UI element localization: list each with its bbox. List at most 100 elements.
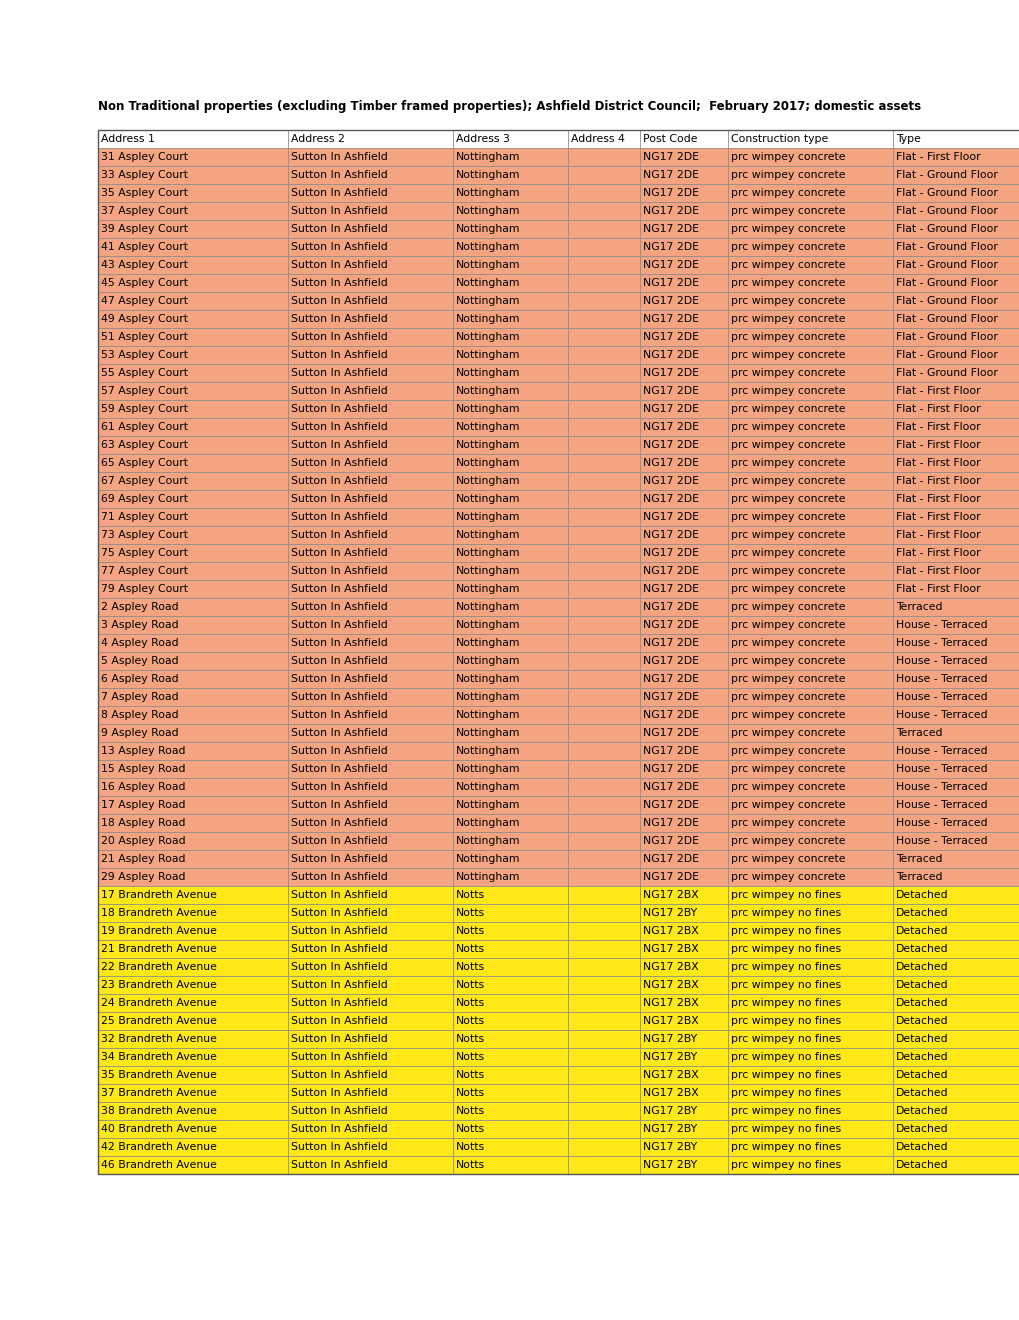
Bar <box>568 166 639 183</box>
Bar <box>98 634 287 652</box>
Text: Nottingham: Nottingham <box>455 242 520 252</box>
Bar <box>568 202 639 220</box>
Bar <box>98 706 287 723</box>
Bar <box>892 796 1019 814</box>
Text: prc wimpey concrete: prc wimpey concrete <box>731 836 845 846</box>
Text: Post Code: Post Code <box>642 135 697 144</box>
Text: Sutton In Ashfield: Sutton In Ashfield <box>290 187 387 198</box>
Bar <box>98 129 287 148</box>
Bar <box>892 508 1019 525</box>
Bar <box>639 508 728 525</box>
Text: prc wimpey no fines: prc wimpey no fines <box>731 944 841 954</box>
Text: Flat - Ground Floor: Flat - Ground Floor <box>895 260 997 271</box>
Text: prc wimpey concrete: prc wimpey concrete <box>731 170 845 180</box>
Bar <box>287 994 452 1012</box>
Text: Nottingham: Nottingham <box>455 494 520 504</box>
Text: 6 Aspley Road: 6 Aspley Road <box>101 675 178 684</box>
Bar <box>639 671 728 688</box>
Text: Nottingham: Nottingham <box>455 260 520 271</box>
Text: 79 Aspley Court: 79 Aspley Court <box>101 583 187 594</box>
Text: NG17 2BX: NG17 2BX <box>642 1071 698 1080</box>
Text: prc wimpey no fines: prc wimpey no fines <box>731 1142 841 1152</box>
Bar <box>568 148 639 166</box>
Text: Flat - First Floor: Flat - First Floor <box>895 531 979 540</box>
Text: prc wimpey concrete: prc wimpey concrete <box>731 385 845 396</box>
Bar <box>452 256 568 275</box>
Text: prc wimpey concrete: prc wimpey concrete <box>731 781 845 792</box>
Bar <box>452 1048 568 1067</box>
Text: Nottingham: Nottingham <box>455 350 520 360</box>
Bar <box>452 1156 568 1173</box>
Text: NG17 2DE: NG17 2DE <box>642 187 698 198</box>
Bar <box>639 256 728 275</box>
Bar <box>892 921 1019 940</box>
Text: Nottingham: Nottingham <box>455 583 520 594</box>
Text: 63 Aspley Court: 63 Aspley Court <box>101 440 187 450</box>
Bar <box>728 760 892 777</box>
Bar <box>892 436 1019 454</box>
Bar <box>568 1084 639 1102</box>
Text: NG17 2DE: NG17 2DE <box>642 422 698 432</box>
Bar <box>98 454 287 473</box>
Text: Sutton In Ashfield: Sutton In Ashfield <box>290 279 387 288</box>
Text: prc wimpey concrete: prc wimpey concrete <box>731 187 845 198</box>
Text: House - Terraced: House - Terraced <box>895 620 986 630</box>
Text: Terraced: Terraced <box>895 854 942 865</box>
Bar <box>98 616 287 634</box>
Bar <box>639 275 728 292</box>
Text: Flat - First Floor: Flat - First Floor <box>895 494 979 504</box>
Text: 5 Aspley Road: 5 Aspley Road <box>101 656 178 667</box>
Bar <box>287 381 452 400</box>
Bar <box>639 652 728 671</box>
Text: Sutton In Ashfield: Sutton In Ashfield <box>290 781 387 792</box>
Bar <box>287 418 452 436</box>
Bar <box>639 148 728 166</box>
Bar <box>98 814 287 832</box>
Bar <box>452 400 568 418</box>
Bar <box>568 706 639 723</box>
Bar <box>728 1138 892 1156</box>
Text: Sutton In Ashfield: Sutton In Ashfield <box>290 873 387 882</box>
Bar <box>98 688 287 706</box>
Bar <box>452 473 568 490</box>
Bar <box>98 400 287 418</box>
Text: prc wimpey no fines: prc wimpey no fines <box>731 1071 841 1080</box>
Bar <box>892 525 1019 544</box>
Bar <box>287 346 452 364</box>
Bar <box>287 958 452 975</box>
Bar <box>287 129 452 148</box>
Text: Detached: Detached <box>895 1016 948 1026</box>
Bar <box>639 364 728 381</box>
Text: prc wimpey concrete: prc wimpey concrete <box>731 531 845 540</box>
Bar <box>892 886 1019 904</box>
Bar <box>287 814 452 832</box>
Bar <box>452 562 568 579</box>
Text: Sutton In Ashfield: Sutton In Ashfield <box>290 477 387 486</box>
Bar <box>98 742 287 760</box>
Text: 53 Aspley Court: 53 Aspley Court <box>101 350 187 360</box>
Text: NG17 2DE: NG17 2DE <box>642 854 698 865</box>
Text: prc wimpey no fines: prc wimpey no fines <box>731 1034 841 1044</box>
Bar <box>98 598 287 616</box>
Bar <box>287 921 452 940</box>
Bar <box>728 723 892 742</box>
Bar <box>568 183 639 202</box>
Text: NG17 2DE: NG17 2DE <box>642 764 698 774</box>
Bar <box>287 598 452 616</box>
Bar <box>452 869 568 886</box>
Bar <box>892 904 1019 921</box>
Text: NG17 2DE: NG17 2DE <box>642 279 698 288</box>
Text: prc wimpey concrete: prc wimpey concrete <box>731 440 845 450</box>
Text: prc wimpey concrete: prc wimpey concrete <box>731 296 845 306</box>
Text: prc wimpey concrete: prc wimpey concrete <box>731 404 845 414</box>
Text: Sutton In Ashfield: Sutton In Ashfield <box>290 296 387 306</box>
Text: NG17 2BX: NG17 2BX <box>642 1016 698 1026</box>
Bar <box>892 562 1019 579</box>
Text: prc wimpey no fines: prc wimpey no fines <box>731 1016 841 1026</box>
Text: Sutton In Ashfield: Sutton In Ashfield <box>290 836 387 846</box>
Bar <box>892 742 1019 760</box>
Text: NG17 2BX: NG17 2BX <box>642 962 698 972</box>
Bar <box>287 850 452 869</box>
Bar <box>728 940 892 958</box>
Bar <box>728 958 892 975</box>
